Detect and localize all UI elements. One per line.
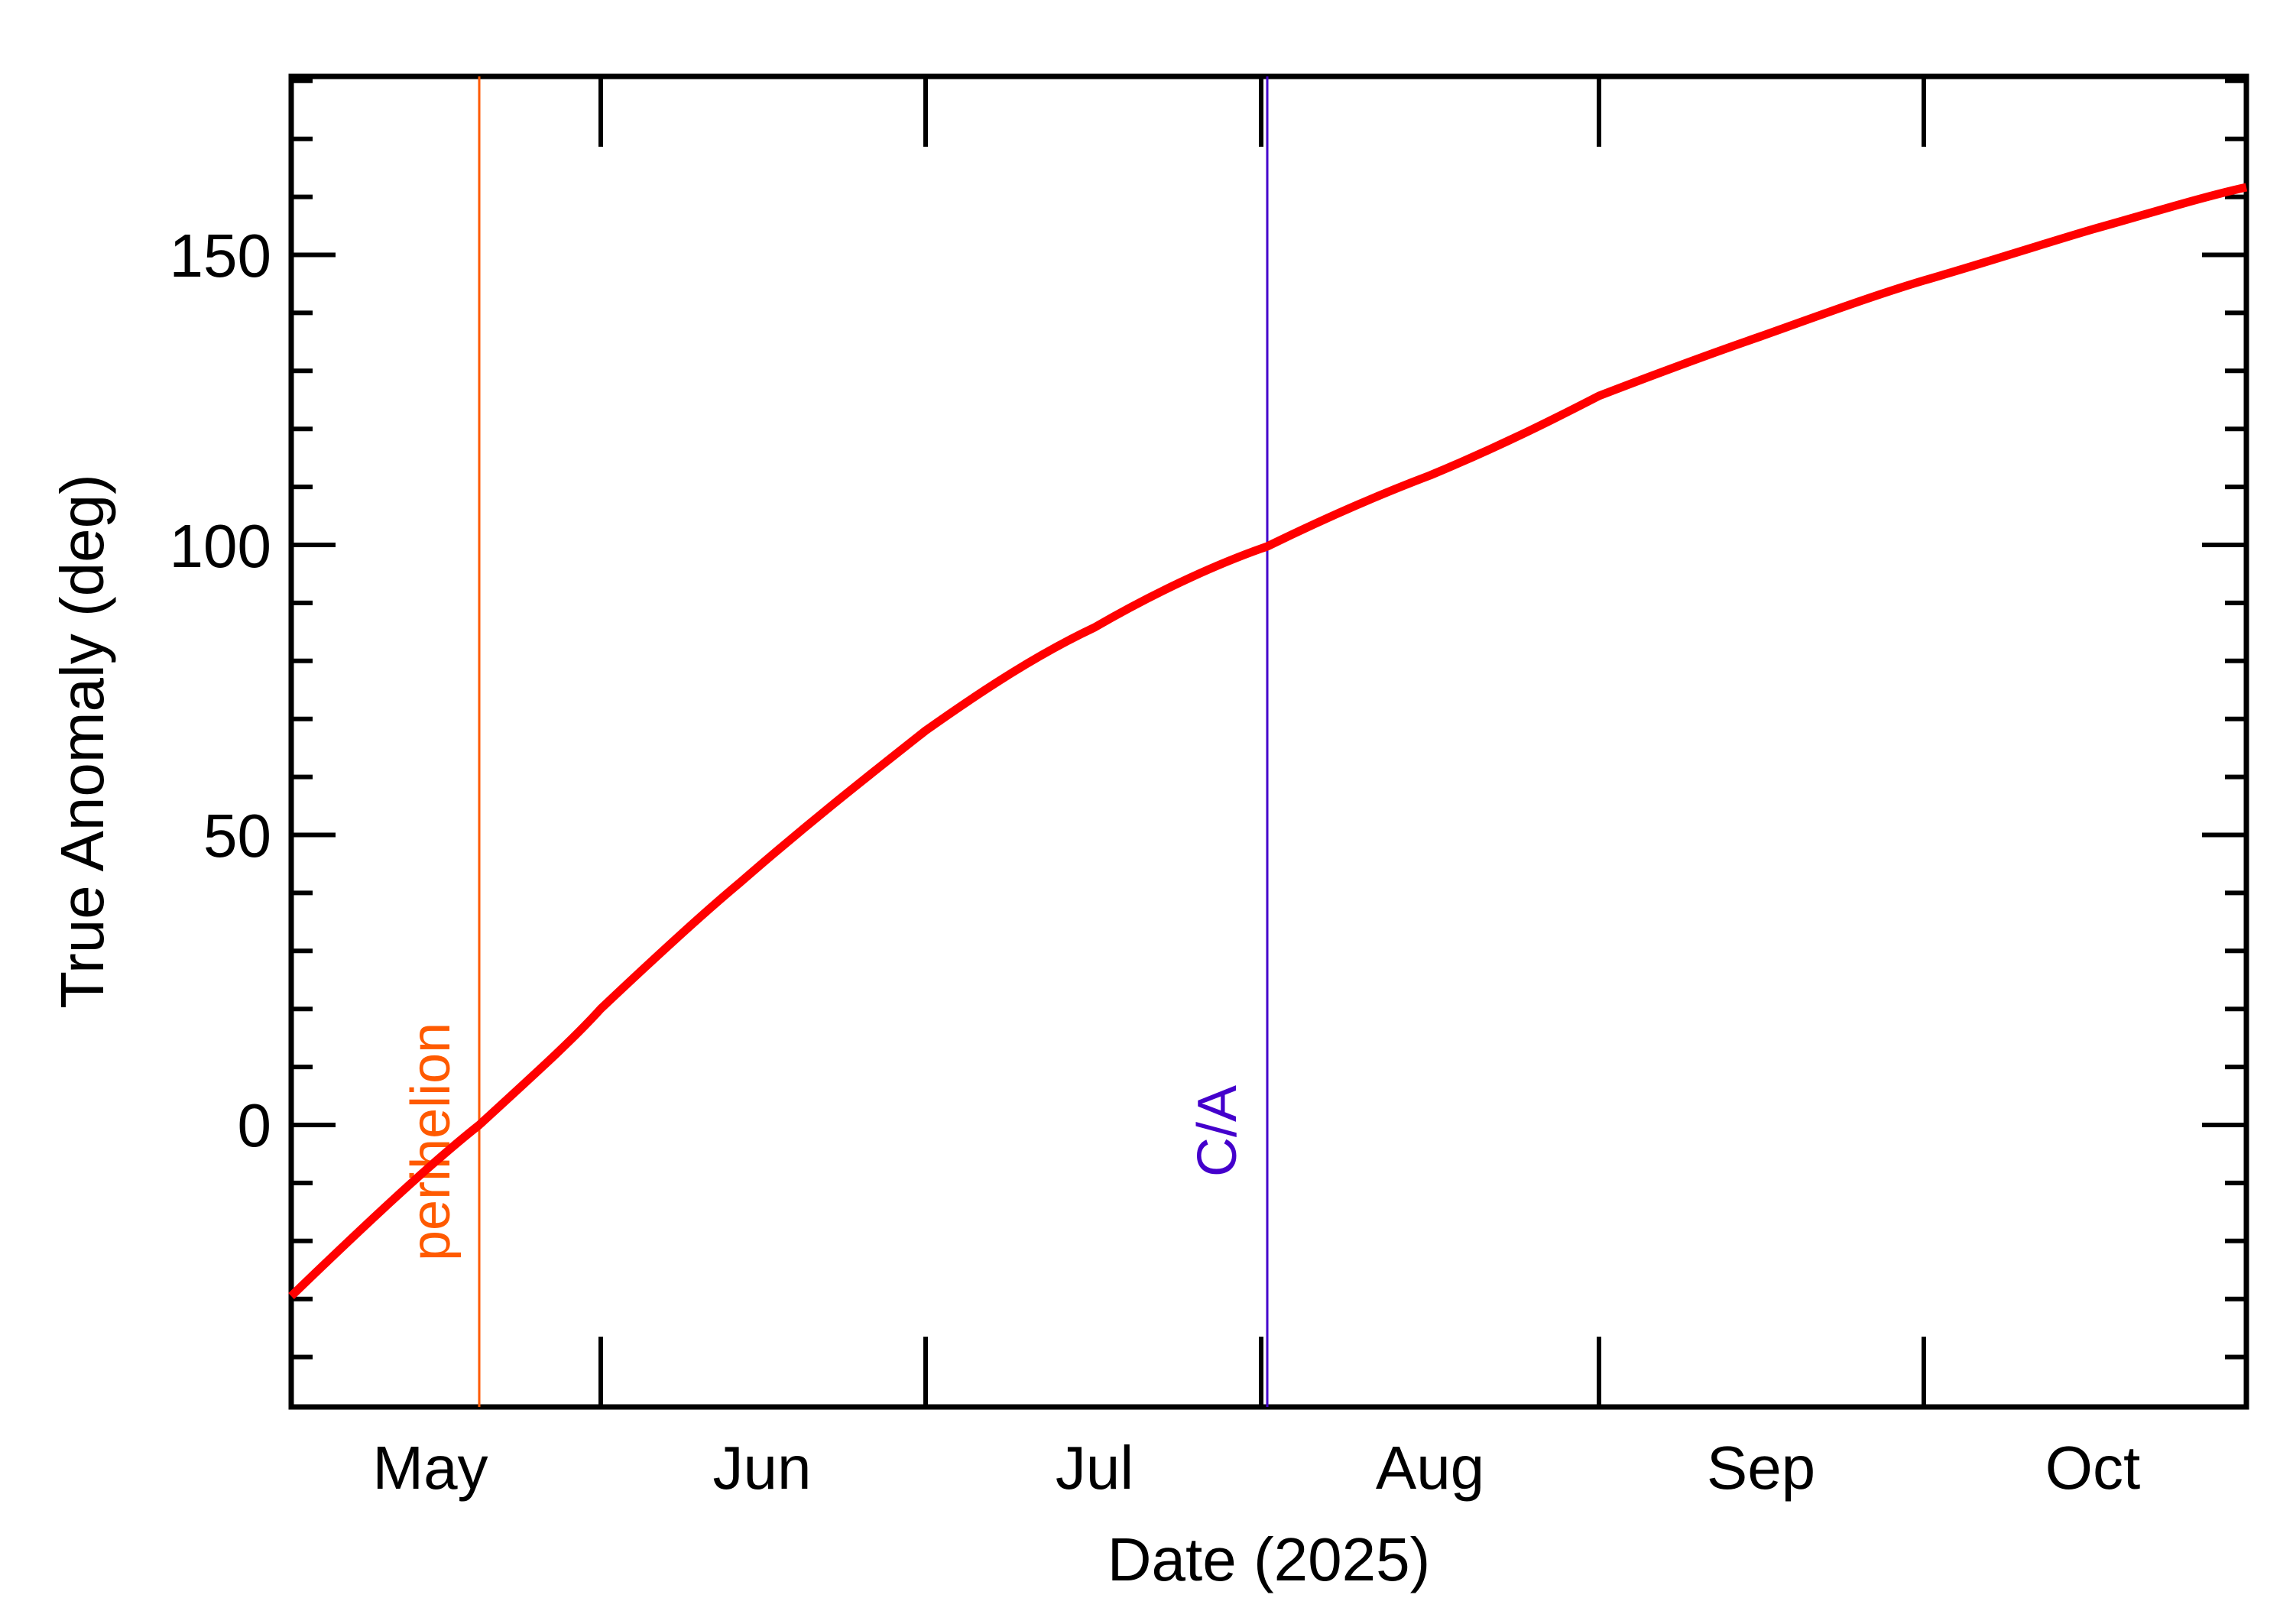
- y-major-ticks: [291, 252, 2246, 1127]
- y-axis-title: True Anomaly (deg): [48, 474, 116, 1009]
- x-tick-labels: May Jun Jul Aug Sep Oct: [372, 1434, 2140, 1502]
- x-tick-jun: Jun: [713, 1434, 812, 1502]
- x-tick-oct: Oct: [2045, 1434, 2140, 1502]
- y-tick-100: 100: [170, 512, 271, 580]
- true-anomaly-curve: [288, 183, 2248, 1299]
- x-tick-may: May: [372, 1434, 488, 1502]
- x-tick-jul: Jul: [1056, 1434, 1134, 1502]
- plot-frame: [288, 73, 2249, 1410]
- y-tick-50: 50: [203, 802, 271, 870]
- y-minor-ticks: [291, 78, 2246, 1360]
- perihelion-label: perihelion: [401, 1023, 462, 1261]
- y-tick-0: 0: [238, 1091, 272, 1159]
- x-axis-title: Date (2025): [1108, 1525, 1430, 1593]
- y-tick-150: 150: [170, 222, 271, 290]
- ca-label: C/A: [1187, 1085, 1248, 1177]
- x-major-ticks: [598, 76, 1926, 1407]
- y-tick-labels: 150 100 50 0: [170, 222, 271, 1159]
- x-tick-sep: Sep: [1707, 1434, 1815, 1502]
- x-tick-aug: Aug: [1376, 1434, 1484, 1502]
